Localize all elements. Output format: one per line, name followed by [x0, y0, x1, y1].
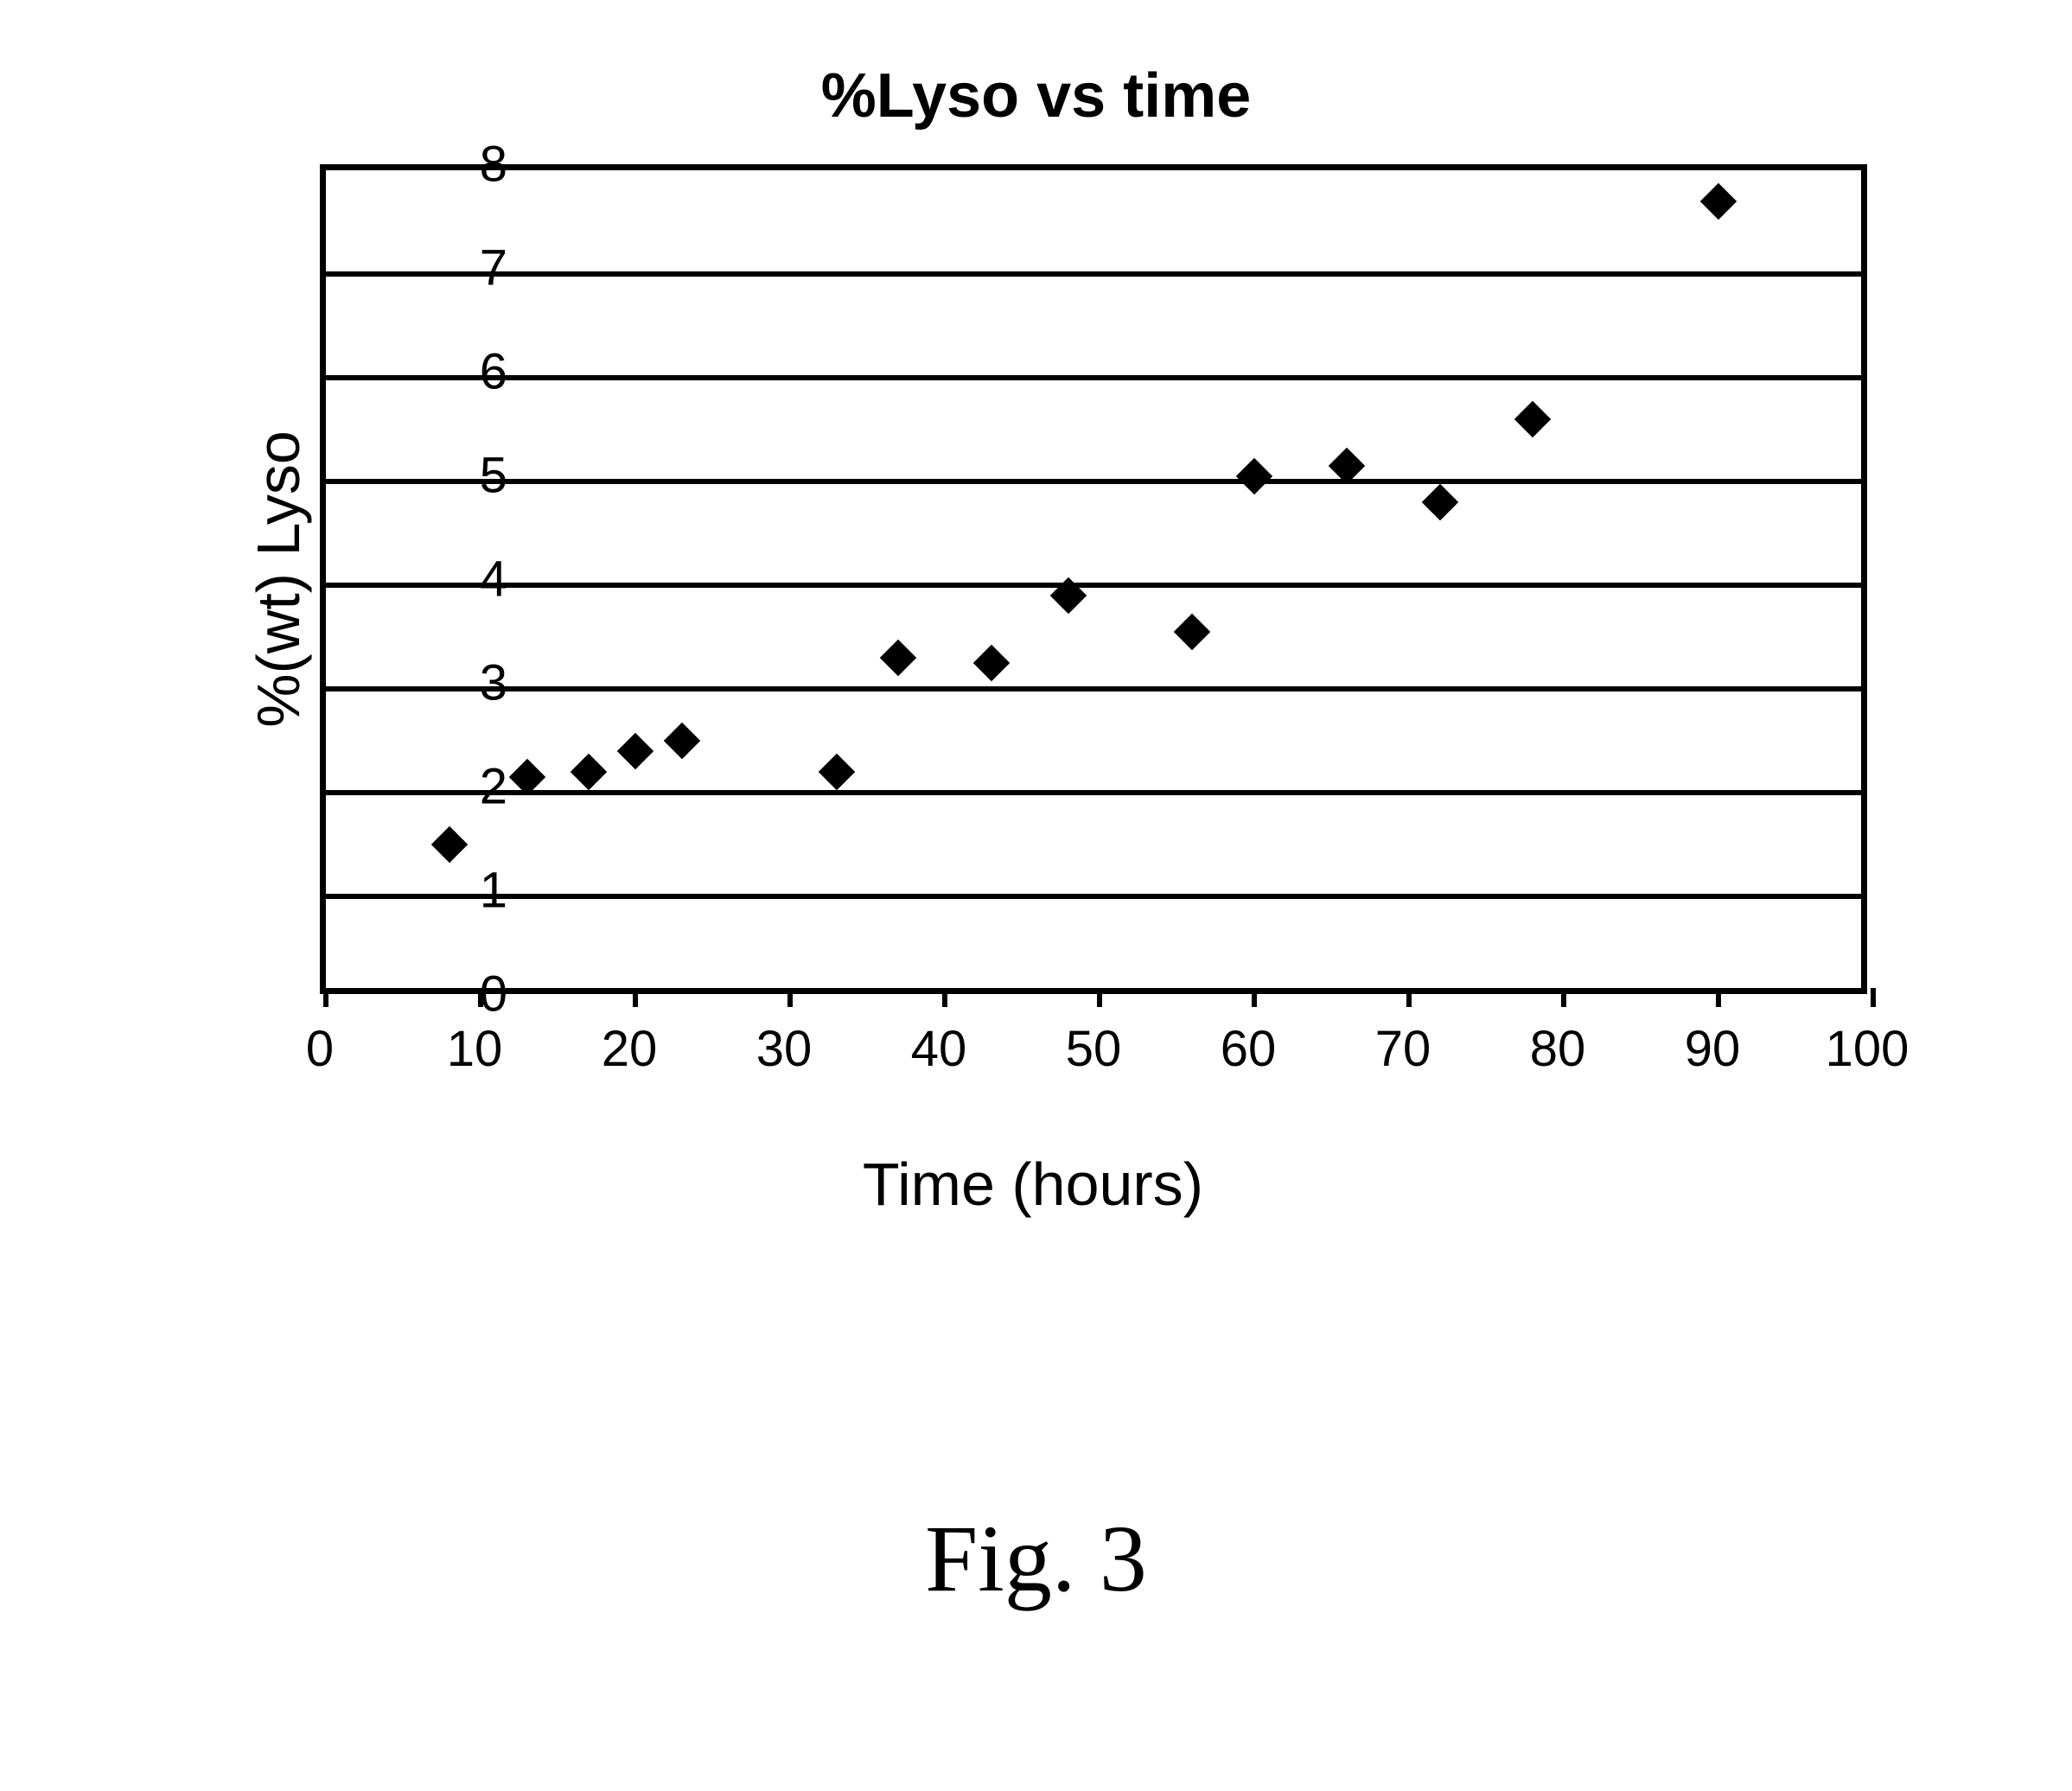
x-tick-label: 90: [1652, 1020, 1773, 1078]
y-axis-label: %(wt) Lyso: [244, 430, 313, 728]
data-point: [431, 826, 468, 863]
y-tick-label: 2: [430, 758, 507, 816]
gridline: [326, 583, 1861, 588]
x-tick-label: 60: [1188, 1020, 1309, 1078]
y-tick-label: 4: [430, 551, 507, 609]
x-tick: [1561, 988, 1566, 1007]
x-tick: [633, 988, 638, 1007]
y-tick-label: 1: [430, 862, 507, 920]
y-tick-label: 6: [430, 343, 507, 401]
x-tick: [1097, 988, 1102, 1007]
y-tick-label: 0: [430, 966, 507, 1023]
data-point: [1700, 183, 1737, 220]
gridline: [326, 686, 1861, 692]
y-tick-label: 8: [430, 136, 507, 194]
x-tick-label: 80: [1497, 1020, 1618, 1078]
data-point: [1236, 458, 1272, 494]
data-point: [571, 754, 607, 790]
gridline: [326, 375, 1861, 380]
figure-caption: Fig. 3: [0, 1504, 2072, 1614]
x-tick-label: 70: [1342, 1020, 1463, 1078]
x-tick-label: 10: [414, 1020, 535, 1078]
x-tick-label: 20: [569, 1020, 690, 1078]
y-tick-label: 5: [430, 447, 507, 505]
x-tick-label: 40: [878, 1020, 999, 1078]
x-tick: [1716, 988, 1721, 1007]
x-tick-label: 50: [1033, 1020, 1154, 1078]
gridline: [326, 271, 1861, 277]
data-point: [972, 645, 1009, 681]
x-tick: [323, 988, 328, 1007]
data-point: [880, 640, 916, 676]
data-point: [1174, 614, 1210, 650]
gridline: [326, 894, 1861, 899]
y-tick-label: 7: [430, 239, 507, 297]
x-tick: [1871, 988, 1876, 1007]
x-tick: [1252, 988, 1257, 1007]
data-point: [1422, 484, 1458, 520]
page: %Lyso vs time %(wt) Lyso 010203040506070…: [0, 0, 2072, 1791]
data-point: [1514, 401, 1551, 437]
data-point: [663, 723, 699, 759]
plot-wrap: 0102030405060708090100: [320, 164, 1867, 994]
gridline: [326, 790, 1861, 795]
gridline: [326, 479, 1861, 484]
x-tick-label: 30: [724, 1020, 845, 1078]
x-tick-label: 100: [1807, 1020, 1928, 1078]
data-point: [818, 754, 854, 790]
x-tick: [787, 988, 793, 1007]
data-point: [617, 733, 653, 769]
x-tick: [942, 988, 947, 1007]
x-tick-label: 0: [259, 1020, 380, 1078]
x-axis-label: Time (hours): [259, 1150, 1807, 1219]
plot-area: [320, 164, 1867, 994]
x-tick: [1406, 988, 1412, 1007]
chart-title: %Lyso vs time: [0, 61, 2072, 131]
y-tick-label: 3: [430, 654, 507, 712]
